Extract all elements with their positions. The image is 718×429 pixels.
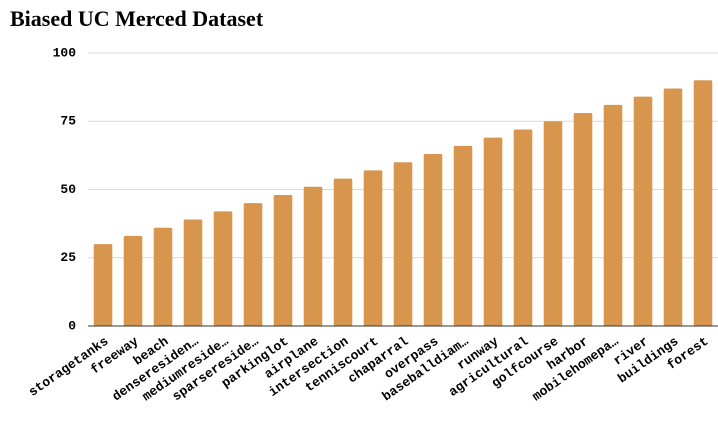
bar bbox=[453, 145, 473, 326]
y-tick-label: 100 bbox=[53, 45, 77, 60]
bar bbox=[543, 121, 563, 326]
bar bbox=[273, 194, 293, 326]
y-tick-label: 0 bbox=[68, 318, 76, 333]
bar bbox=[663, 88, 683, 327]
bar bbox=[483, 137, 503, 326]
y-tick-label: 75 bbox=[60, 114, 76, 129]
bar bbox=[633, 96, 653, 327]
bar bbox=[393, 162, 413, 326]
bar bbox=[213, 211, 233, 326]
bar bbox=[603, 104, 623, 327]
chart-title: Biased UC Merced Dataset bbox=[10, 6, 264, 31]
bar bbox=[303, 186, 323, 326]
bar bbox=[693, 80, 713, 326]
y-tick-label: 50 bbox=[60, 182, 76, 197]
bar bbox=[333, 178, 353, 326]
bar bbox=[423, 154, 443, 326]
bar bbox=[123, 235, 143, 326]
bar bbox=[513, 129, 533, 326]
bar bbox=[183, 219, 203, 326]
bar bbox=[93, 244, 113, 326]
y-tick-label: 25 bbox=[60, 250, 76, 265]
bar bbox=[573, 113, 593, 326]
bar bbox=[243, 203, 263, 326]
bar bbox=[363, 170, 383, 326]
bar bbox=[153, 227, 173, 326]
